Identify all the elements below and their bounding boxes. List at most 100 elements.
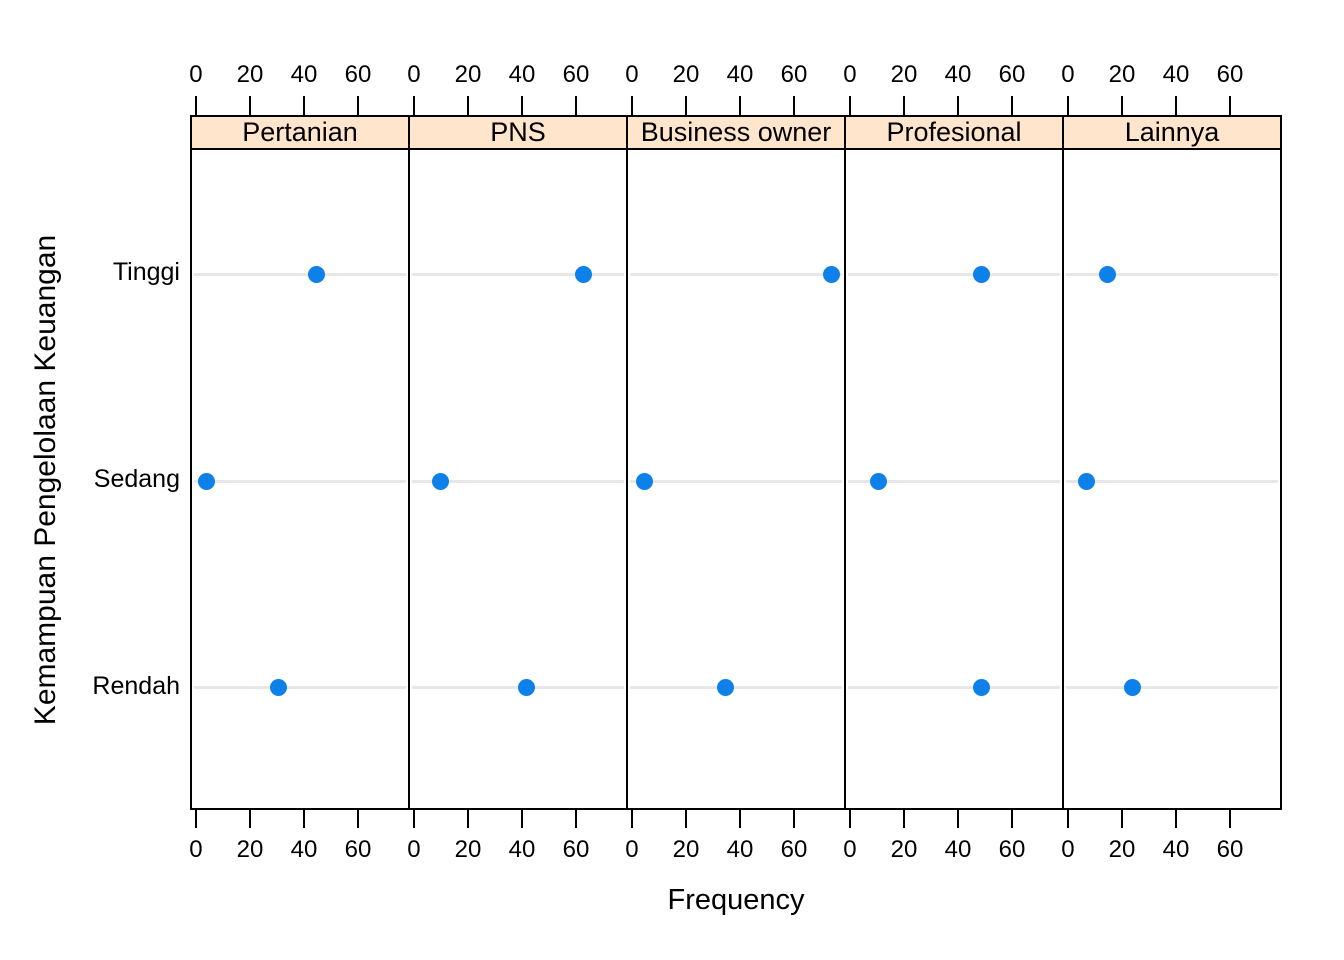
- axis-tick: [848, 96, 851, 115]
- data-point: [1077, 472, 1095, 490]
- axis-tick-label: 60: [780, 61, 808, 88]
- panel-strip: PNS: [408, 115, 628, 150]
- reference-line: [630, 479, 842, 483]
- axis-tick-label: 40: [290, 836, 318, 863]
- axis-tick-label: 60: [562, 836, 590, 863]
- axis-tick-label: 40: [508, 836, 536, 863]
- data-point: [822, 265, 840, 283]
- axis-tick: [357, 96, 360, 115]
- panel-strip-row: Pertanian PNS Business owner Profesional Lai…: [190, 115, 1282, 150]
- x-axis-title: Frequency: [667, 884, 805, 916]
- panels: [190, 148, 1282, 810]
- axis-tick-label: 40: [1162, 836, 1190, 863]
- panel: [1062, 148, 1282, 810]
- reference-line: [1066, 686, 1278, 690]
- axis-tick-label: 0: [625, 836, 639, 863]
- axis-tick-label: 60: [562, 61, 590, 88]
- axis-tick: [357, 810, 360, 828]
- axis-tick-label: 20: [454, 836, 482, 863]
- axis-tick: [793, 810, 796, 828]
- panel: [190, 148, 410, 810]
- y-category-label: Tinggi: [112, 258, 180, 287]
- axis-tick: [1229, 810, 1232, 828]
- reference-line: [412, 686, 624, 690]
- panel-strip: Lainnya: [1062, 115, 1282, 150]
- axis-tick: [520, 810, 523, 828]
- panel: [408, 148, 628, 810]
- axis-tick-label: 40: [1162, 61, 1190, 88]
- axis-tick: [630, 96, 633, 115]
- axis-tick: [1066, 96, 1069, 115]
- axis-tick: [466, 96, 469, 115]
- axis-tick: [1066, 810, 1069, 828]
- axis-tick-label: 0: [1061, 836, 1075, 863]
- axis-tick-label: 20: [236, 61, 264, 88]
- data-point: [717, 679, 735, 697]
- data-point: [973, 265, 991, 283]
- axis-tick: [1174, 96, 1177, 115]
- y-category-label: Rendah: [92, 671, 180, 700]
- reference-line: [848, 479, 1060, 483]
- reference-line: [1066, 272, 1278, 276]
- axis-tick: [412, 96, 415, 115]
- reference-line: [630, 272, 842, 276]
- axis-tick-label: 0: [843, 61, 857, 88]
- axis-tick-label: 0: [407, 61, 421, 88]
- y-category-axis: Tinggi Sedang Rendah: [40, 148, 180, 810]
- axis-tick: [630, 810, 633, 828]
- axis-tick: [738, 96, 741, 115]
- axis-tick: [466, 810, 469, 828]
- axis-tick: [956, 96, 959, 115]
- axis-tick: [738, 810, 741, 828]
- axis-tick-label: 20: [454, 61, 482, 88]
- axis-tick: [848, 810, 851, 828]
- axis-tick-label: 40: [726, 61, 754, 88]
- reference-line: [412, 479, 624, 483]
- axis-tick-label: 20: [890, 61, 918, 88]
- axis-tick: [520, 96, 523, 115]
- axis-tick: [412, 810, 415, 828]
- reference-line: [848, 686, 1060, 690]
- axis-tick: [1229, 96, 1232, 115]
- top-x-axis: 0 20 40 60 0 20 40 60 0 20 40 60 0 20 40 60 0 20 40 60: [189, 0, 1282, 115]
- axis-tick: [302, 810, 305, 828]
- panel-strip: Pertanian: [190, 115, 410, 150]
- axis-tick-label: 0: [189, 61, 203, 88]
- axis-tick-label: 20: [890, 836, 918, 863]
- axis-tick-label: 20: [672, 836, 700, 863]
- data-point: [197, 472, 215, 490]
- axis-tick-label: 20: [1108, 61, 1136, 88]
- axis-tick-label: 40: [944, 836, 972, 863]
- axis-tick-label: 60: [998, 836, 1026, 863]
- axis-tick: [956, 810, 959, 828]
- reference-line: [630, 686, 842, 690]
- axis-tick: [902, 810, 905, 828]
- axis-tick: [1011, 96, 1014, 115]
- data-point: [870, 472, 888, 490]
- axis-tick: [902, 96, 905, 115]
- data-point: [270, 679, 288, 697]
- axis-tick: [684, 96, 687, 115]
- axis-tick-label: 0: [189, 836, 203, 863]
- axis-tick-label: 0: [407, 836, 421, 863]
- axis-tick-label: 40: [726, 836, 754, 863]
- bottom-x-axis: 0 20 40 60 0 20 40 60 0 20 40 60 0 20 40 60 0 20 40 60: [189, 810, 1282, 874]
- reference-line: [412, 272, 624, 276]
- axis-tick: [575, 96, 578, 115]
- reference-line: [194, 272, 406, 276]
- axis-tick-label: 60: [344, 61, 372, 88]
- axis-tick-label: 40: [508, 61, 536, 88]
- axis-tick: [575, 810, 578, 828]
- y-category-label: Sedang: [93, 465, 180, 493]
- axis-tick-label: 60: [998, 61, 1026, 88]
- axis-tick: [248, 96, 251, 115]
- axis-tick-label: 60: [780, 836, 808, 863]
- data-point: [1123, 679, 1141, 697]
- axis-tick: [684, 810, 687, 828]
- axis-tick-label: 60: [344, 836, 372, 863]
- data-point: [1099, 265, 1117, 283]
- axis-tick: [194, 810, 197, 828]
- axis-tick-label: 20: [672, 61, 700, 88]
- axis-tick: [248, 810, 251, 828]
